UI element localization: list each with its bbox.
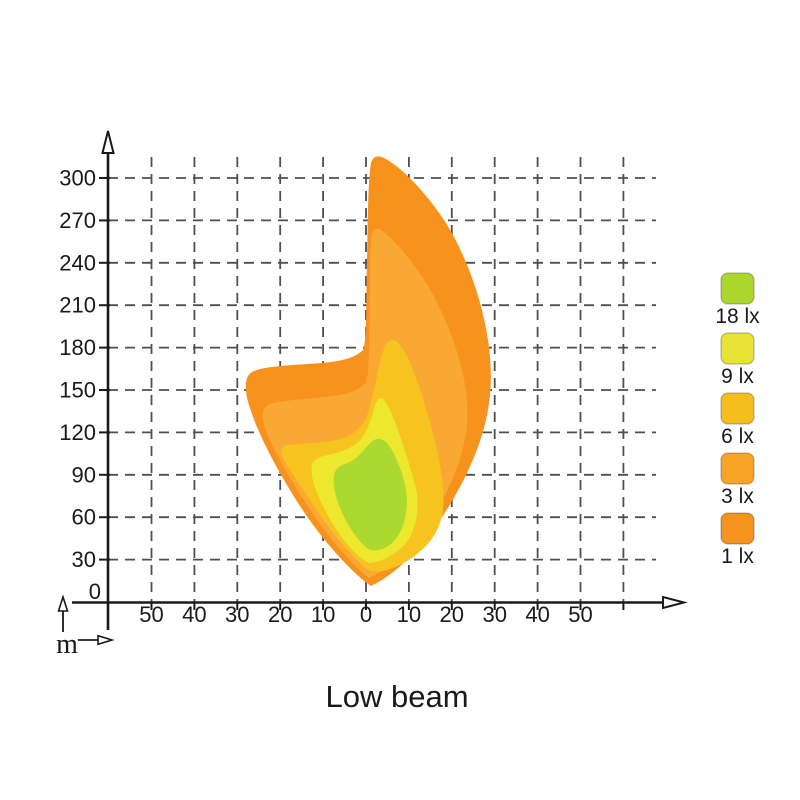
x-tick-label: 40 (525, 602, 549, 627)
legend-swatch-1lx (720, 512, 755, 545)
y-tick-label: 30 (72, 547, 96, 572)
legend-swatch-18lx (720, 272, 755, 305)
x-tick-label: 30 (482, 602, 506, 627)
axes: 50 40 30 20 10 0 10 20 30 40 503002702402101801501… (59, 130, 688, 630)
legend-label: 6 lx (721, 425, 754, 448)
y-tick-label: 60 (72, 505, 96, 530)
legend-label: 9 lx (721, 365, 754, 388)
x-tick-label: 50 (568, 602, 592, 627)
y-tick-label: 240 (59, 250, 96, 275)
x-tick-label: 20 (268, 602, 292, 627)
x-tick-label: 0 (360, 602, 372, 627)
unit-right-arrow-icon (97, 634, 115, 646)
y-tick-label: 270 (59, 208, 96, 233)
x-tick-label: 10 (311, 602, 335, 627)
legend: 18 lx 9 lx 6 lx 3 lx 1 lx (715, 272, 760, 568)
x-tick-label: 40 (182, 602, 206, 627)
chart-title: Low beam (325, 679, 468, 714)
x-tick-label: 30 (225, 602, 249, 627)
unit-marker: m (56, 594, 115, 660)
legend-swatch-9lx (720, 332, 755, 365)
y-tick-label: 150 (59, 378, 96, 403)
x-tick-label: 10 (397, 602, 421, 627)
origin-label: 0 (89, 579, 101, 604)
y-tick-label: 300 (59, 166, 96, 191)
legend-swatch-3lx (720, 452, 755, 485)
x-tick-label: 50 (139, 602, 163, 627)
legend-swatch-6lx (720, 392, 755, 425)
unit-label: m (56, 629, 78, 660)
x-axis-arrow-icon (662, 595, 688, 610)
x-tick-label: 20 (440, 602, 464, 627)
legend-label: 18 lx (715, 305, 760, 328)
legend-label: 3 lx (721, 485, 754, 508)
y-tick-label: 180 (59, 335, 96, 360)
y-axis-arrow-icon (101, 130, 115, 154)
contour-18-lx (333, 438, 407, 551)
unit-up-arrow-icon (57, 594, 69, 612)
y-tick-label: 120 (59, 420, 96, 445)
y-tick-label: 90 (72, 462, 96, 487)
y-tick-label: 210 (59, 293, 96, 318)
legend-label: 1 lx (721, 545, 754, 568)
isolux-contours (245, 156, 491, 586)
